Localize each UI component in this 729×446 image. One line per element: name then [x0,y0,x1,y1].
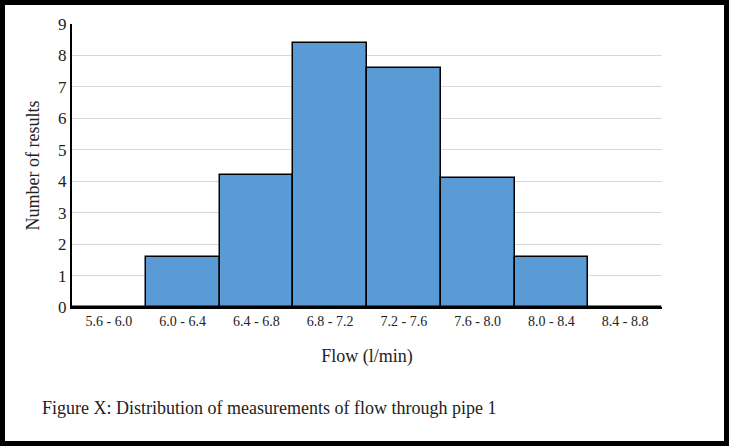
svg-text:7: 7 [58,78,67,97]
svg-text:6.4 - 6.8: 6.4 - 6.8 [233,314,280,329]
svg-text:6.8 - 7.2: 6.8 - 7.2 [307,314,354,329]
svg-text:6: 6 [58,109,67,128]
svg-text:7.2 - 7.6: 7.2 - 7.6 [381,314,428,329]
svg-text:4: 4 [58,172,67,191]
svg-text:9: 9 [58,15,67,34]
svg-text:3: 3 [58,204,67,223]
svg-text:8.0 - 8.4: 8.0 - 8.4 [528,314,575,329]
svg-text:5: 5 [58,141,67,160]
svg-text:2: 2 [58,235,67,254]
svg-text:5.6 - 6.0: 5.6 - 6.0 [86,314,133,329]
svg-text:1: 1 [58,267,67,286]
svg-text:0: 0 [58,298,67,317]
svg-text:6.0 - 6.4: 6.0 - 6.4 [159,314,206,329]
svg-text:8: 8 [58,46,67,65]
svg-text:Flow (l/min): Flow (l/min) [321,346,413,367]
svg-text:Figure X: Distribution of meas: Figure X: Distribution of measurements o… [42,398,496,418]
svg-text:Number of results: Number of results [23,101,43,231]
svg-text:7.6 - 8.0: 7.6 - 8.0 [454,314,501,329]
svg-text:8.4 - 8.8: 8.4 - 8.8 [602,314,649,329]
